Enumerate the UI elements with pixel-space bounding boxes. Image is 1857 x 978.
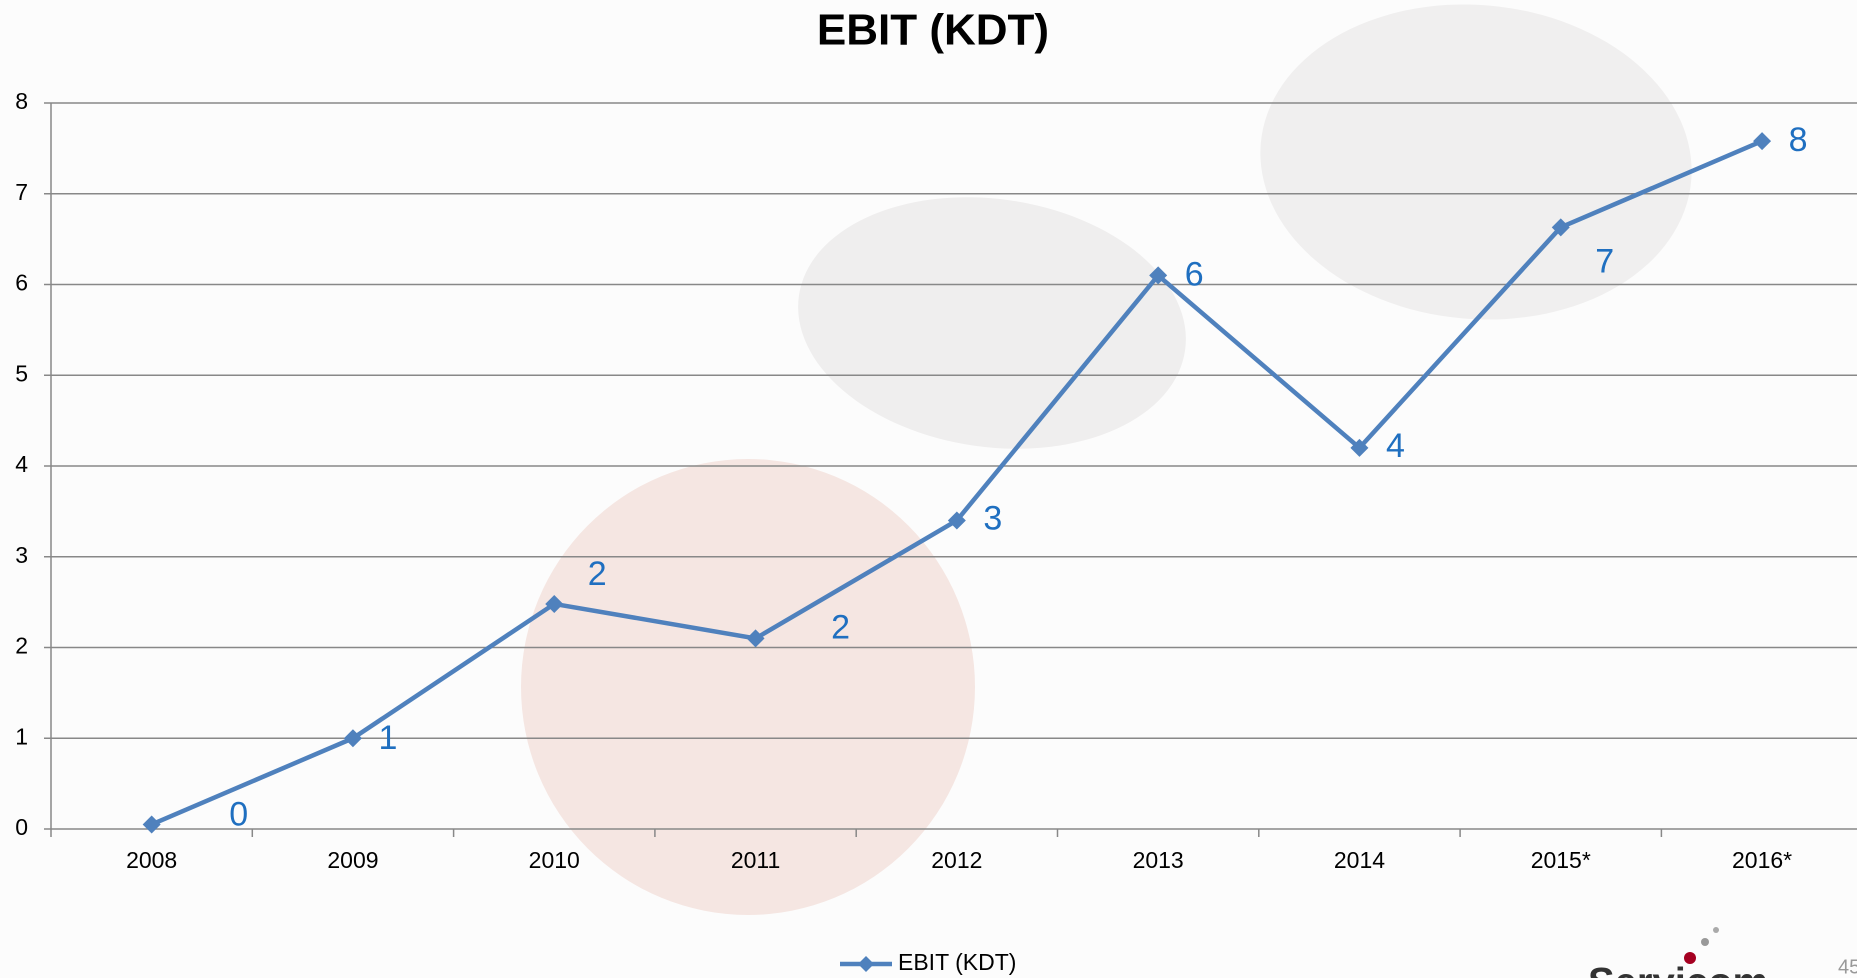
y-tick-label: 5 bbox=[15, 360, 28, 386]
x-tick-label: 2008 bbox=[126, 847, 177, 873]
logo-dot bbox=[1701, 938, 1709, 946]
legend-marker bbox=[858, 956, 874, 972]
decor-circle bbox=[521, 459, 975, 915]
point-marker bbox=[142, 815, 161, 834]
data-label: 2 bbox=[831, 608, 850, 646]
logo: Servicom bbox=[1588, 961, 1768, 978]
point-marker bbox=[746, 629, 765, 648]
y-tick-label: 2 bbox=[15, 633, 28, 659]
data-label: 8 bbox=[1789, 121, 1808, 159]
point-marker bbox=[947, 511, 966, 530]
data-label: 2 bbox=[588, 555, 607, 593]
logo-dot bbox=[1684, 952, 1696, 964]
data-label: 4 bbox=[1386, 427, 1405, 465]
x-tick-label: 2011 bbox=[731, 847, 780, 873]
x-tick-label: 2014 bbox=[1334, 847, 1385, 873]
point-marker bbox=[343, 729, 362, 748]
y-tick-label: 7 bbox=[15, 179, 28, 205]
chart-title: EBIT (KDT) bbox=[817, 6, 1049, 55]
data-label: 6 bbox=[1185, 255, 1204, 293]
data-label: 1 bbox=[378, 719, 397, 757]
point-marker bbox=[1350, 438, 1369, 457]
data-label: 0 bbox=[229, 795, 248, 833]
x-tick-label: 2016* bbox=[1732, 847, 1792, 873]
point-marker bbox=[1149, 266, 1168, 285]
x-tick-label: 2015* bbox=[1531, 847, 1591, 873]
point-marker bbox=[545, 594, 564, 613]
y-tick-label: 6 bbox=[15, 270, 28, 296]
y-tick-label: 4 bbox=[15, 451, 28, 477]
y-tick-label: 8 bbox=[15, 88, 28, 114]
logo-dot bbox=[1713, 927, 1719, 933]
x-tick-label: 2012 bbox=[931, 847, 982, 873]
x-tick-label: 2010 bbox=[529, 847, 580, 873]
point-marker bbox=[1551, 218, 1570, 237]
data-label: 3 bbox=[983, 499, 1002, 537]
x-tick-label: 2013 bbox=[1133, 847, 1184, 873]
y-tick-label: 3 bbox=[15, 542, 28, 568]
point-marker bbox=[1753, 132, 1772, 151]
x-tick-label: 2009 bbox=[327, 847, 378, 873]
legend-label: EBIT (KDT) bbox=[898, 949, 1016, 975]
decor-circle bbox=[1260, 4, 1692, 320]
decor-circle bbox=[798, 197, 1186, 449]
data-label: 7 bbox=[1595, 242, 1614, 280]
page-number: 45 bbox=[1838, 956, 1857, 978]
y-tick-label: 0 bbox=[15, 814, 28, 840]
y-tick-label: 1 bbox=[15, 723, 28, 749]
